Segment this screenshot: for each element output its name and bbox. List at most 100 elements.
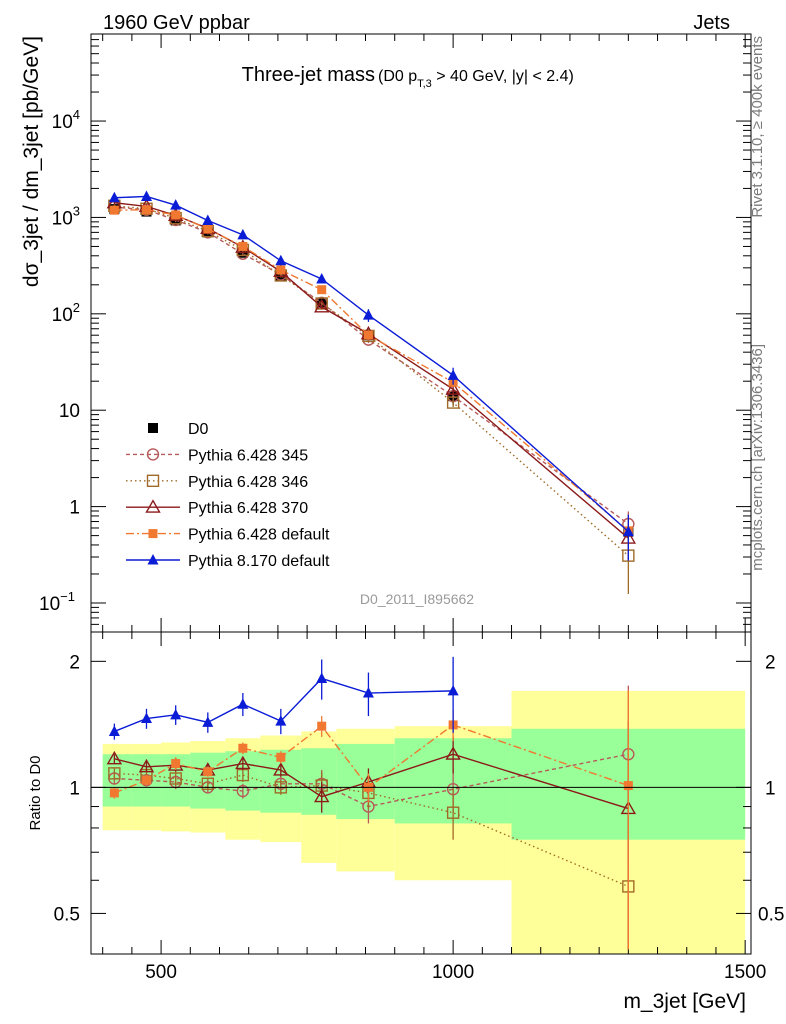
x-tick-label-1000: 1000 xyxy=(432,962,474,983)
point-pythia-8-170-default xyxy=(202,214,214,225)
point-pythia-6-428-default xyxy=(203,224,213,234)
legend-label-pythia-6-428-346: Pythia 6.428 346 xyxy=(188,474,308,491)
point-pythia-8-170-default xyxy=(140,190,152,201)
point-pythia-6-428-346 xyxy=(446,396,460,409)
ratio-point-pythia-6-428-default xyxy=(276,752,286,762)
ratio-tick-label-2: 2 xyxy=(69,652,80,673)
ratio-point-pythia-6-428-370 xyxy=(445,746,461,760)
ratio-point-pythia-6-428-default xyxy=(203,767,213,777)
ratio-point-pythia-6-428-370 xyxy=(138,758,155,773)
curve-pythia-6-428-370 xyxy=(114,202,629,539)
ratio-point-pythia-6-428-default xyxy=(141,775,151,785)
ratio-point-pythia-6-428-370 xyxy=(314,788,330,803)
point-pythia-8-170-default xyxy=(170,199,182,210)
point-pythia-8-170-default xyxy=(447,369,459,380)
point-pythia-8-170-default xyxy=(316,272,328,284)
ratio-point-pythia-8-170-default xyxy=(275,715,287,726)
curve-pythia-6-428-default xyxy=(114,209,629,532)
ratio-curve-pythia-6-428-default xyxy=(114,724,629,794)
ratio-tick-label-0.5: 0.5 xyxy=(54,904,80,925)
y-tick-label-1: 1 xyxy=(69,498,80,519)
legend-label-pythia-6-428-370: Pythia 6.428 370 xyxy=(188,500,308,517)
point-pythia-6-428-default xyxy=(363,330,373,340)
uncertainty-band-inner-6 xyxy=(301,748,337,815)
curve-pythia-8-170-default xyxy=(114,195,629,533)
ratio-tick-label-2-right: 2 xyxy=(765,652,776,673)
ratio-point-pythia-6-428-345 xyxy=(236,784,250,798)
point-pythia-6-428-default xyxy=(109,205,119,215)
ratio-point-pythia-6-428-default xyxy=(171,759,181,769)
y-axis-label-ratio: Ratio to D0 xyxy=(27,755,44,830)
ratio-tick-label-1-right: 1 xyxy=(765,778,776,799)
legend-label-pythia-6-428-345: Pythia 6.428 345 xyxy=(188,447,308,464)
point-pythia-8-170-default xyxy=(237,228,249,240)
point-pythia-6-428-default xyxy=(171,210,181,220)
ratio-point-pythia-8-170-default xyxy=(170,708,182,720)
y-tick-label-10000: 104 xyxy=(52,107,80,133)
point-pythia-8-170-default xyxy=(362,309,374,320)
side-label-rivet: Rivet 3.1.10, ≥ 400k events xyxy=(749,36,766,218)
point-pythia-8-170-default xyxy=(108,191,120,203)
ratio-tick-label-1: 1 xyxy=(69,778,80,799)
point-pythia-6-428-370 xyxy=(314,298,330,313)
legend-label-d0: D0 xyxy=(188,421,209,438)
y-tick-label-0.1: 10−1 xyxy=(39,589,75,615)
ratio-point-pythia-6-428-default xyxy=(317,721,327,731)
title-condition-sub: T,3 xyxy=(417,78,432,90)
legend-marker-pythia-6-428-346 xyxy=(146,474,160,487)
point-pythia-8-170-default xyxy=(622,525,634,537)
point-pythia-6-428-default xyxy=(238,241,248,251)
legend-marker-pythia-8-170-default xyxy=(147,554,159,565)
legend-marker-pythia-6-428-345 xyxy=(146,448,160,461)
legend-marker-pythia-6-428-370 xyxy=(145,499,161,513)
x-axis-label: m_3jet [GeV] xyxy=(623,990,746,1013)
ratio-point-pythia-6-428-370 xyxy=(106,750,123,765)
y-tick-label-100: 102 xyxy=(52,300,80,326)
ratio-curve-pythia-6-428-346 xyxy=(114,772,629,888)
ratio-point-pythia-8-170-default xyxy=(108,725,120,736)
ratio-curve-pythia-6-428-370 xyxy=(114,753,629,810)
ratio-plot-frame xyxy=(90,631,752,955)
side-label-mcplots: mcplots.cern.ch [arXiv:1306.3436] xyxy=(749,344,766,571)
ratio-point-pythia-6-428-346 xyxy=(108,767,121,780)
analysis-watermark: D0_2011_I895662 xyxy=(360,591,474,607)
ratio-point-pythia-8-170-default xyxy=(316,672,328,683)
ratio-point-pythia-6-428-370 xyxy=(235,755,251,770)
title-condition-suffix: > 40 GeV, |y| < 2.4) xyxy=(432,68,574,85)
point-pythia-6-428-default xyxy=(276,265,286,275)
legend-marker-d0 xyxy=(148,423,158,433)
y-tick-label-1000: 103 xyxy=(52,203,80,229)
ratio-point-pythia-6-428-default xyxy=(238,743,248,753)
plot-title: Three-jet mass (D0 pT,3 > 40 GeV, |y| < … xyxy=(242,64,574,90)
x-tick-label-1500: 1500 xyxy=(724,962,766,983)
ratio-tick-label-0.5-right: 0.5 xyxy=(758,904,784,925)
ratio-bands xyxy=(102,690,746,954)
ratio-point-pythia-8-170-default xyxy=(447,684,459,696)
ratio-point-pythia-8-170-default xyxy=(362,687,374,698)
y-tick-label-10: 10 xyxy=(59,401,80,422)
point-pythia-6-428-default xyxy=(317,285,327,295)
ratio-point-pythia-6-428-346 xyxy=(446,806,460,819)
main-curves xyxy=(106,190,637,594)
ratio-point-pythia-6-428-346 xyxy=(169,772,182,785)
ratio-point-pythia-8-170-default xyxy=(237,698,249,709)
x-tick-label-500: 500 xyxy=(145,962,177,983)
ratio-point-pythia-6-428-346 xyxy=(201,777,215,790)
point-pythia-6-428-370 xyxy=(445,381,461,395)
title-condition-prefix: (D0 p xyxy=(378,68,417,85)
header-right: Jets xyxy=(693,12,730,34)
ratio-point-pythia-6-428-default xyxy=(109,788,119,798)
point-pythia-8-170-default xyxy=(275,254,287,266)
title-condition: (D0 pT,3 > 40 GeV, |y| < 2.4) xyxy=(378,68,574,90)
point-pythia-6-428-default xyxy=(141,205,151,215)
legend-marker-pythia-6-428-default xyxy=(148,529,158,539)
legend-label-pythia-8-170-default: Pythia 8.170 default xyxy=(188,553,330,570)
ratio-point-pythia-6-428-default xyxy=(623,781,633,791)
ratio-point-pythia-6-428-370 xyxy=(273,762,289,776)
y-axis-label-main: dσ_3jet / dm_3jet [pb/GeV] xyxy=(20,36,43,287)
curve-pythia-6-428-346 xyxy=(114,205,629,557)
ratio-point-pythia-8-170-default xyxy=(140,712,152,724)
header-left: 1960 GeV ppbar xyxy=(103,12,250,34)
ratio-point-pythia-8-170-default xyxy=(202,716,214,727)
